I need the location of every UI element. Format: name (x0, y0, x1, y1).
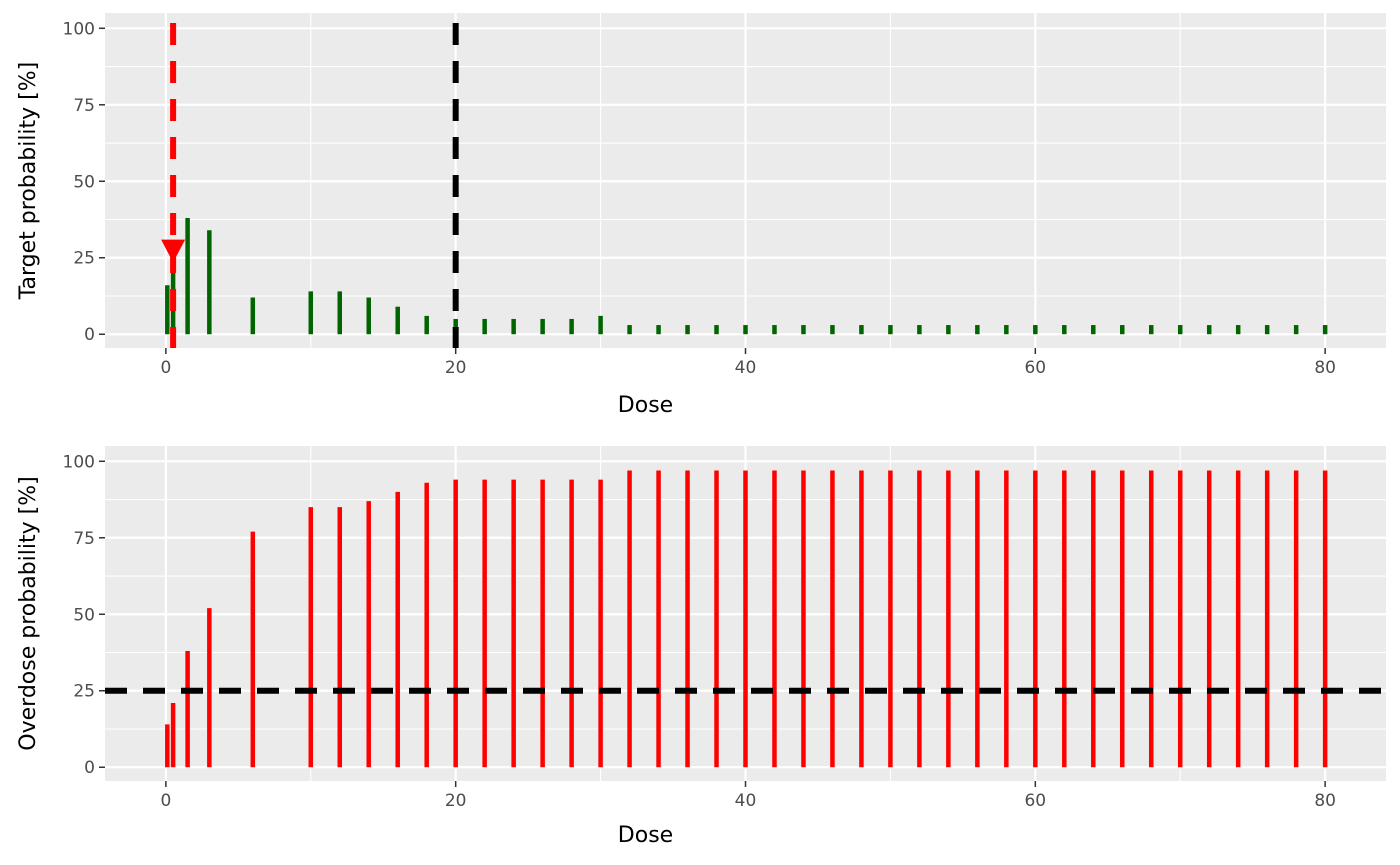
target-x-tick-label: 0 (160, 358, 171, 378)
target-y-tick-label: 0 (84, 325, 95, 345)
target-panel: 0 20 40 60 80 0 25 50 75 100 Dose Target probabilit… (16, 13, 1386, 418)
overdose-x-tick-label: 0 (160, 791, 171, 811)
overdose-y-tick-label: 100 (63, 452, 95, 472)
overdose-x-tick-label: 80 (1314, 791, 1336, 811)
target-x-tick-label: 80 (1314, 358, 1336, 378)
overdose-x-tick-label: 60 (1024, 791, 1046, 811)
target-x-axis-title: Dose (618, 393, 673, 418)
target-y-axis-title: Target probability [%] (16, 62, 41, 301)
overdose-x-tick-label: 40 (735, 791, 757, 811)
target-y-tick-label: 75 (73, 96, 95, 116)
overdose-y-axis-title: Overdose probability [%] (16, 476, 41, 750)
overdose-y-tick-label: 75 (73, 529, 95, 549)
target-y-tick-label: 100 (63, 19, 95, 39)
overdose-y-tick-label: 0 (84, 758, 95, 778)
target-x-tick-label: 40 (735, 358, 757, 378)
overdose-x-tick-label: 20 (445, 791, 467, 811)
target-marker-triangle (161, 239, 186, 263)
target-y-tick-label: 25 (73, 249, 95, 269)
overdose-x-axis-title: Dose (618, 823, 673, 848)
target-x-tick-label: 20 (445, 358, 467, 378)
overdose-y-tick-label: 50 (73, 605, 95, 625)
target-x-tick-label: 60 (1024, 358, 1046, 378)
overdose-panel: 0 20 40 60 80 0 25 50 75 100 Dose Overdose probabil… (16, 446, 1386, 848)
target-y-tick-label: 50 (73, 172, 95, 192)
overdose-y-tick-label: 25 (73, 682, 95, 702)
